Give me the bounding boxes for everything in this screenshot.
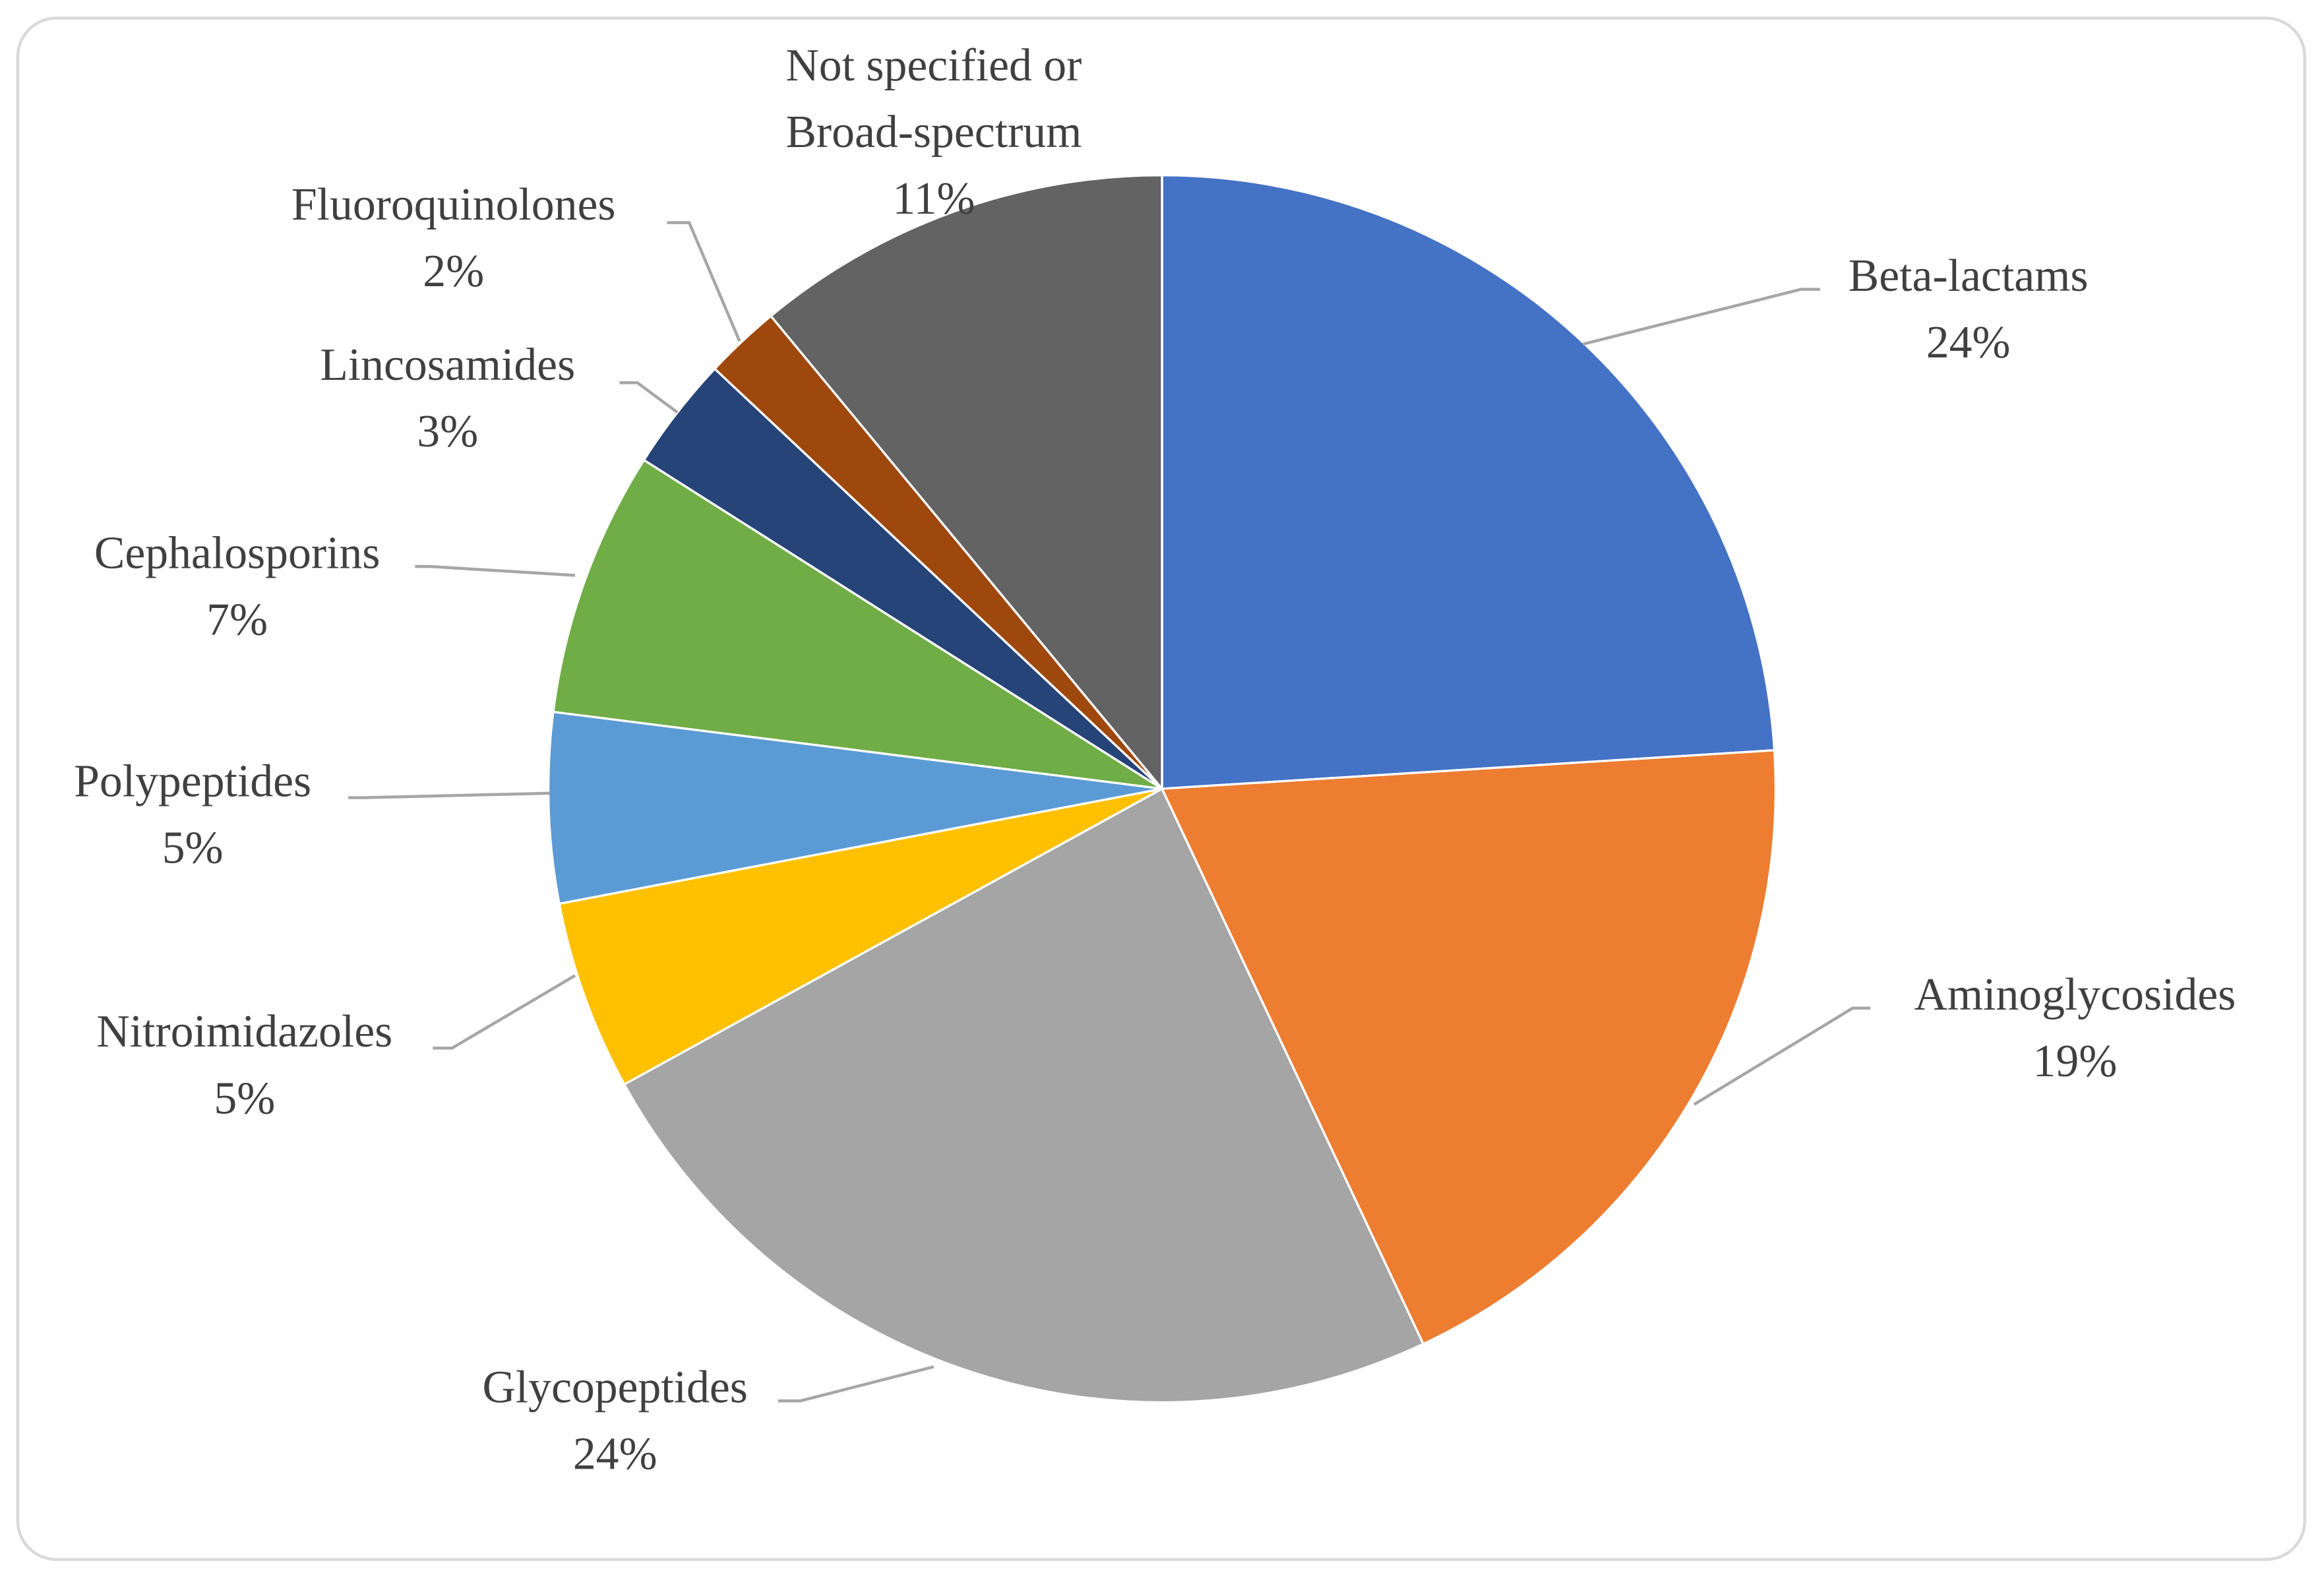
data-label: Not specified or Broad-spectrum 11% <box>749 12 1119 249</box>
category-label: Fluoroquinolones <box>291 178 616 230</box>
data-label: Glycopeptides 24% <box>423 1302 808 1539</box>
category-label: Glycopeptides <box>482 1360 748 1413</box>
label-box: Polypeptides 5% <box>15 696 370 933</box>
label-box: Nitroimidazoles 5% <box>37 946 452 1183</box>
leader-line <box>415 564 576 577</box>
category-label: Aminoglycosides <box>1914 968 2236 1020</box>
label-box: Beta-lactams 24% <box>1790 190 2146 427</box>
label-box: Cephalosporins 7% <box>44 467 429 704</box>
value-label: 24% <box>1926 316 2011 368</box>
category-label: Not specified or Broad-spectrum <box>785 38 1082 157</box>
label-box: Fluoroquinolones 2% <box>246 119 661 356</box>
pie-slice <box>552 458 1163 790</box>
data-label: Cephalosporins 7% <box>44 467 429 704</box>
labels: Beta-lactams 24% Aminoglycosides 19% Glycope… <box>15 12 2297 1539</box>
data-label: Fluoroquinolones 2% <box>246 119 661 356</box>
data-label: Beta-lactams 24% <box>1790 190 2146 427</box>
category-label: Beta-lactams <box>1848 249 2089 301</box>
value-label: 19% <box>2033 1035 2118 1087</box>
category-label: Nitroimidazoles <box>96 1005 393 1057</box>
label-box: Not specified or Broad-spectrum 11% <box>749 12 1119 249</box>
value-label: 5% <box>162 821 224 874</box>
category-label: Cephalosporins <box>94 526 381 578</box>
value-label: 5% <box>214 1072 276 1124</box>
pie-slice <box>1161 173 1776 790</box>
pie <box>547 173 1777 1404</box>
label-box: Aminoglycosides 19% <box>1852 909 2297 1146</box>
pie-slice <box>1160 748 1777 1346</box>
data-label: Nitroimidazoles 5% <box>37 946 452 1183</box>
value-label: 3% <box>417 405 479 457</box>
pie-slice <box>769 173 1163 792</box>
value-label: 2% <box>423 245 485 297</box>
category-label: Lincosamides <box>320 338 576 390</box>
value-label: 7% <box>206 593 268 646</box>
data-label: Polypeptides 5% <box>15 696 370 933</box>
data-label: Aminoglycosides 19% <box>1852 909 2297 1146</box>
category-label: Polypeptides <box>74 754 312 807</box>
pie-slice <box>547 710 1163 905</box>
data-label: Lincosamides 3% <box>270 279 625 516</box>
leader-line <box>1582 288 1820 346</box>
label-box: Glycopeptides 24% <box>423 1302 808 1539</box>
leader-line <box>778 1365 934 1403</box>
value-label: 11% <box>892 171 975 224</box>
pie-slice <box>623 787 1425 1404</box>
label-box: Lincosamides 3% <box>270 279 625 516</box>
leader-line <box>619 381 679 414</box>
leader-line <box>348 791 550 799</box>
leader-line <box>1693 1006 1871 1106</box>
pie-slice <box>558 787 1163 1086</box>
value-label: 24% <box>572 1427 657 1480</box>
leader-line <box>433 974 576 1050</box>
leader-line <box>667 221 741 342</box>
